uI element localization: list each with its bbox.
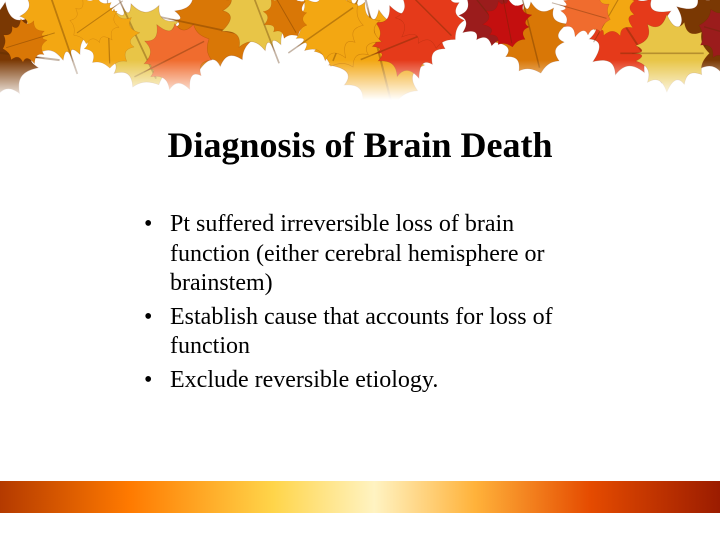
leaf-band-svg [0, 0, 720, 100]
bullet-list: Pt suffered irreversible loss of brain f… [144, 210, 594, 399]
bullet-text: Establish cause that accounts for loss o… [170, 304, 553, 360]
bullet-item: Exclude reversible etiology. [144, 366, 594, 396]
leaf-band [0, 0, 720, 100]
slide-title: Diagnosis of Brain Death [0, 124, 720, 166]
bullet-item: Pt suffered irreversible loss of brain f… [144, 210, 594, 299]
bullet-text: Pt suffered irreversible loss of brain f… [170, 211, 544, 296]
bullet-item: Establish cause that accounts for loss o… [144, 303, 594, 362]
bullet-text: Exclude reversible etiology. [170, 367, 438, 393]
bottom-accent-bar [0, 481, 720, 513]
